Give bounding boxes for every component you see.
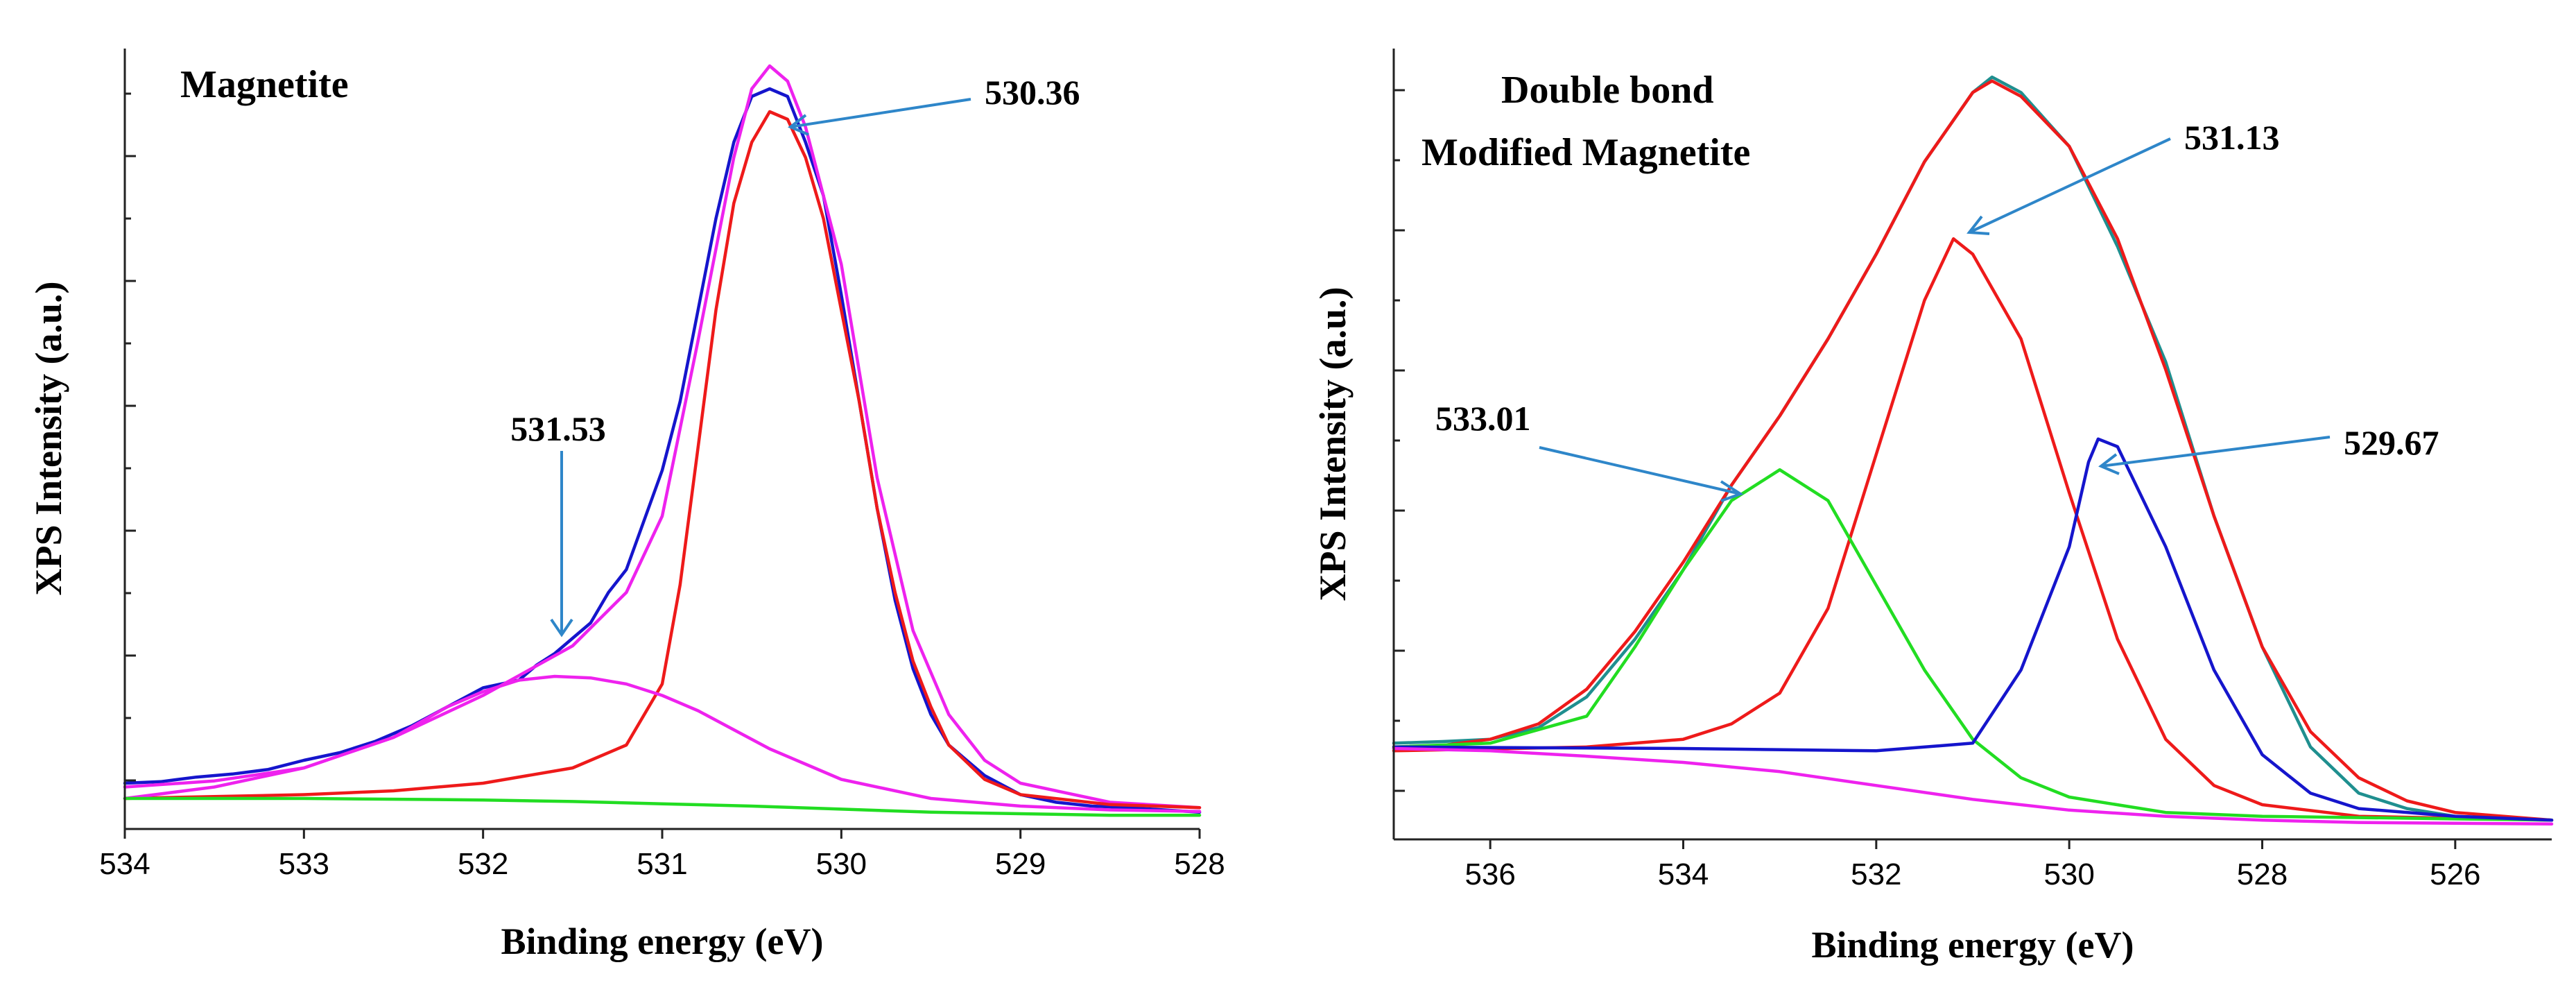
x-tick-label-531: 531 xyxy=(637,847,687,881)
x-tick-label-528: 528 xyxy=(1174,847,1225,881)
modified-magnetite-y-label: XPS Intensity (a.u.) xyxy=(1312,287,1354,601)
modified-magnetite-annotations: 531.13 533.01 529.67 xyxy=(1435,118,2439,502)
annotation-label-529-67: 529.67 xyxy=(2344,423,2439,462)
annotation-arrowhead-531-13 xyxy=(1966,215,1990,235)
annotation-arrowhead-531-53 xyxy=(550,618,573,638)
series-1-envelope xyxy=(1392,79,2554,822)
annotation-arrow-530-36 xyxy=(790,98,971,128)
modified-magnetite-panel: 536 534 532 530 528 526 Double bond Modified … xyxy=(1312,49,2554,966)
series-1-envelope xyxy=(123,64,1202,810)
modified-magnetite-title-line-2: Modified Magnetite xyxy=(1421,131,1750,174)
series-4-fe-o-component-529-67 xyxy=(1392,437,2554,822)
x-tick-label-528: 528 xyxy=(2237,857,2288,891)
magnetite-title: Magnetite xyxy=(180,63,349,106)
series-5-background xyxy=(1392,746,2554,826)
magnetite-panel: 534 533 532 531 530 529 528 Magnetite Binding … xyxy=(28,49,1225,962)
annotation-arrow-533-01 xyxy=(1539,446,1741,495)
annotation-arrowhead-533-01 xyxy=(1720,480,1744,502)
annotation-arrow-531-13 xyxy=(1969,137,2171,234)
annotation-arrowhead-530-36 xyxy=(788,114,809,136)
magnetite-y-label: XPS Intensity (a.u.) xyxy=(28,281,69,595)
annotation-label-531-53: 531.53 xyxy=(510,409,606,448)
series-2-fe-o-component-530-36 xyxy=(123,110,1202,810)
series-2-c-o-component-531-13 xyxy=(1392,237,2554,822)
modified-magnetite-curves xyxy=(1392,75,2554,826)
series-3-c-o-component-533-01 xyxy=(1392,468,2554,822)
annotation-label-533-01: 533.01 xyxy=(1435,399,1531,438)
modified-magnetite-axes xyxy=(1392,49,2552,841)
annotation-label-530-36: 530.36 xyxy=(985,73,1080,112)
modified-magnetite-x-ticks: 536 534 532 530 528 526 xyxy=(1464,839,2481,891)
modified-magnetite-y-ticks xyxy=(1394,89,1405,792)
x-tick-label-529: 529 xyxy=(995,847,1046,881)
series-4-background xyxy=(123,796,1202,817)
magnetite-y-ticks xyxy=(125,92,136,782)
series-0-measured xyxy=(123,87,1202,814)
x-tick-label-530: 530 xyxy=(2043,857,2094,891)
x-tick-label-533: 533 xyxy=(279,847,329,881)
annotation-arrowhead-529-67 xyxy=(2098,453,2120,475)
magnetite-axes xyxy=(123,49,1200,830)
magnetite-annotations: 530.36 531.53 xyxy=(510,73,1080,638)
modified-magnetite-title-line-1: Double bond xyxy=(1501,69,1714,112)
magnetite-x-ticks: 534 533 532 531 530 529 528 xyxy=(99,829,1225,881)
magnetite-x-label: Binding energy (eV) xyxy=(501,921,824,962)
magnetite-curves xyxy=(123,64,1202,817)
x-tick-label-530: 530 xyxy=(816,847,867,881)
x-tick-label-536: 536 xyxy=(1464,857,1515,891)
annotation-arrow-529-67 xyxy=(2100,436,2331,468)
x-tick-label-526: 526 xyxy=(2430,857,2480,891)
modified-magnetite-x-label: Binding energy (eV) xyxy=(1812,924,2134,966)
x-tick-label-532: 532 xyxy=(1851,857,1901,891)
annotation-label-531-13: 531.13 xyxy=(2184,118,2280,157)
x-tick-label-532: 532 xyxy=(458,847,508,881)
series-3-o-h-component-531-53 xyxy=(123,674,1202,813)
x-tick-label-534: 534 xyxy=(1658,857,1709,891)
x-tick-label-534: 534 xyxy=(99,847,150,881)
